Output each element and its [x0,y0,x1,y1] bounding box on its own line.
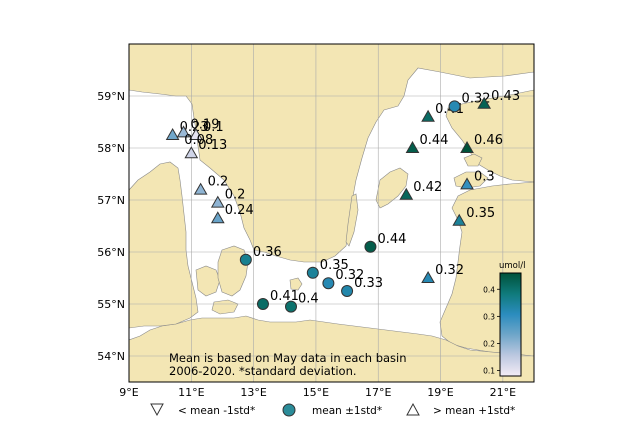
legend-triangle-down-icon [150,403,164,417]
station-value-label: 0.24 [225,203,254,218]
colorbar-ticks: 0.1 0.2 0.3 0.4 [483,285,500,376]
lat-tick-label: 56°N [97,246,125,259]
station-circle-marker [322,277,335,290]
station-triangle-up-marker [405,140,420,153]
lon-tick-label: 19°E [427,386,453,399]
colorbar-tick-label: 0.1 [483,367,495,376]
colorbar: umol/l 0.1 0.2 0.3 0.4 [483,261,525,377]
colorbar-tick-label: 0.4 [483,285,495,294]
station-triangle-up-marker [165,127,180,140]
station-triangle-up-marker [477,96,492,109]
station-value-label: 0.08 [184,133,213,148]
lon-tick-label: 11°E [178,386,204,399]
station-value-label: 0.2 [225,188,246,203]
gotland-land [375,167,409,209]
colorbar-fill [499,272,522,377]
colorbar-tick-label: 0.3 [483,312,495,321]
station-circle-marker [364,240,377,253]
station-value-label: 0.36 [253,245,282,260]
note-line-1: Mean is based on May data in each basin [169,351,407,365]
stations-layer: 0.230.190.10.130.080.20.20.240.360.41 0.4… [165,89,520,313]
station-value-label: 0.35 [320,258,349,273]
station-circle-marker [256,298,269,310]
station-value-label: 0.35 [466,206,495,221]
lat-tick-label: 54°N [97,350,125,363]
scandinavia-land [129,44,534,263]
station-value-label: 0.32 [335,268,364,283]
station-circle-marker [448,100,461,113]
colorbar-tick-label: 0.2 [483,339,495,348]
land-layer [129,44,534,382]
latitude-ticks: 54°N 55°N 56°N 57°N 58°N 59°N [97,90,125,363]
station-value-label: 0.43 [491,89,520,104]
legend: < mean -1std* mean ±1std* > mean +1std* [150,402,515,417]
station-triangle-up-marker [452,213,467,226]
legend-circle-icon [282,403,296,417]
jutland-land [129,161,199,329]
lat-tick-label: 57°N [97,194,125,207]
station-triangle-up-marker [460,140,474,153]
station-triangle-up-marker [210,195,225,208]
saaremaa-land [453,171,489,189]
legend-label-mean: mean ±1std* [312,405,382,417]
station-circle-marker [341,285,354,297]
station-value-label: 0.44 [420,133,449,148]
station-circle-marker [285,300,297,313]
funen-land [195,265,221,297]
longitude-ticks: 9°E 11°E 13°E 15°E 17°E 19°E 21°E [119,386,516,399]
station-value-label: 0.2 [208,175,229,190]
oland-land [345,193,359,247]
colorbar-title: umol/l [499,261,525,271]
station-value-label: 0.13 [198,138,227,153]
lon-tick-label: 17°E [365,386,391,399]
station-triangle-up-marker [210,211,225,224]
station-value-label: 0.41 [270,289,299,304]
map-frame [128,43,535,383]
legend-label-above: > mean +1std* [433,405,515,417]
legend-triangle-up-icon [406,402,420,416]
station-circle-marker [239,253,252,266]
note-line-2: 2006-2020. *standard deviation. [169,364,357,378]
lon-tick-label: 9°E [119,386,138,399]
station-triangle-up-marker [193,182,208,195]
station-value-label: 0.3 [474,169,495,184]
estonia-land [445,89,534,183]
station-value-label: 0.46 [474,133,503,148]
lat-tick-label: 55°N [97,298,125,311]
station-triangle-up-marker [184,146,199,159]
station-triangle-up-marker [189,127,203,140]
lon-tick-label: 21°E [490,386,516,399]
station-triangle-up-marker [399,187,414,200]
station-triangle-up-marker [421,109,435,122]
lat-tick-label: 58°N [97,142,125,155]
lat-tick-label: 59°N [97,90,125,103]
station-triangle-up-marker [176,125,191,138]
bornholm-land [289,277,303,291]
station-value-label: 0.44 [377,232,406,247]
lon-tick-label: 15°E [303,386,329,399]
station-value-label: 0.32 [435,263,464,278]
station-triangle-up-marker [460,177,474,190]
lon-tick-label: 13°E [240,386,266,399]
station-value-label: 0.42 [413,180,442,195]
station-value-label: 0.4 [298,292,319,307]
station-circle-marker [306,266,319,279]
station-value-label: 0.33 [354,276,383,291]
station-triangle-up-marker [421,270,435,283]
station-value-label: 0.19 [191,117,220,132]
hiiumaa-land [463,153,483,167]
station-value-label: 0.1 [203,120,224,135]
legend-label-below: < mean -1std* [178,405,255,417]
lolland-land [211,299,239,315]
